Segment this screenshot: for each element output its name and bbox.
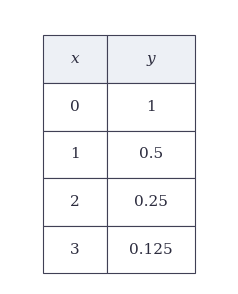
- Bar: [43, 35, 107, 83]
- Text: 0.125: 0.125: [129, 243, 173, 257]
- Bar: [43, 131, 107, 178]
- Text: 0.5: 0.5: [139, 147, 163, 161]
- Text: y: y: [147, 52, 155, 66]
- Text: x: x: [70, 52, 79, 66]
- Bar: [107, 83, 195, 131]
- Text: 0.25: 0.25: [134, 195, 168, 209]
- Text: 3: 3: [70, 243, 80, 257]
- Bar: [107, 178, 195, 226]
- Bar: [43, 178, 107, 226]
- Bar: [43, 226, 107, 273]
- Text: 2: 2: [70, 195, 80, 209]
- Bar: [107, 226, 195, 273]
- Bar: [107, 131, 195, 178]
- Bar: [43, 83, 107, 131]
- Bar: [107, 35, 195, 83]
- Text: 0: 0: [70, 100, 80, 114]
- Text: 1: 1: [146, 100, 156, 114]
- Text: 1: 1: [70, 147, 80, 161]
